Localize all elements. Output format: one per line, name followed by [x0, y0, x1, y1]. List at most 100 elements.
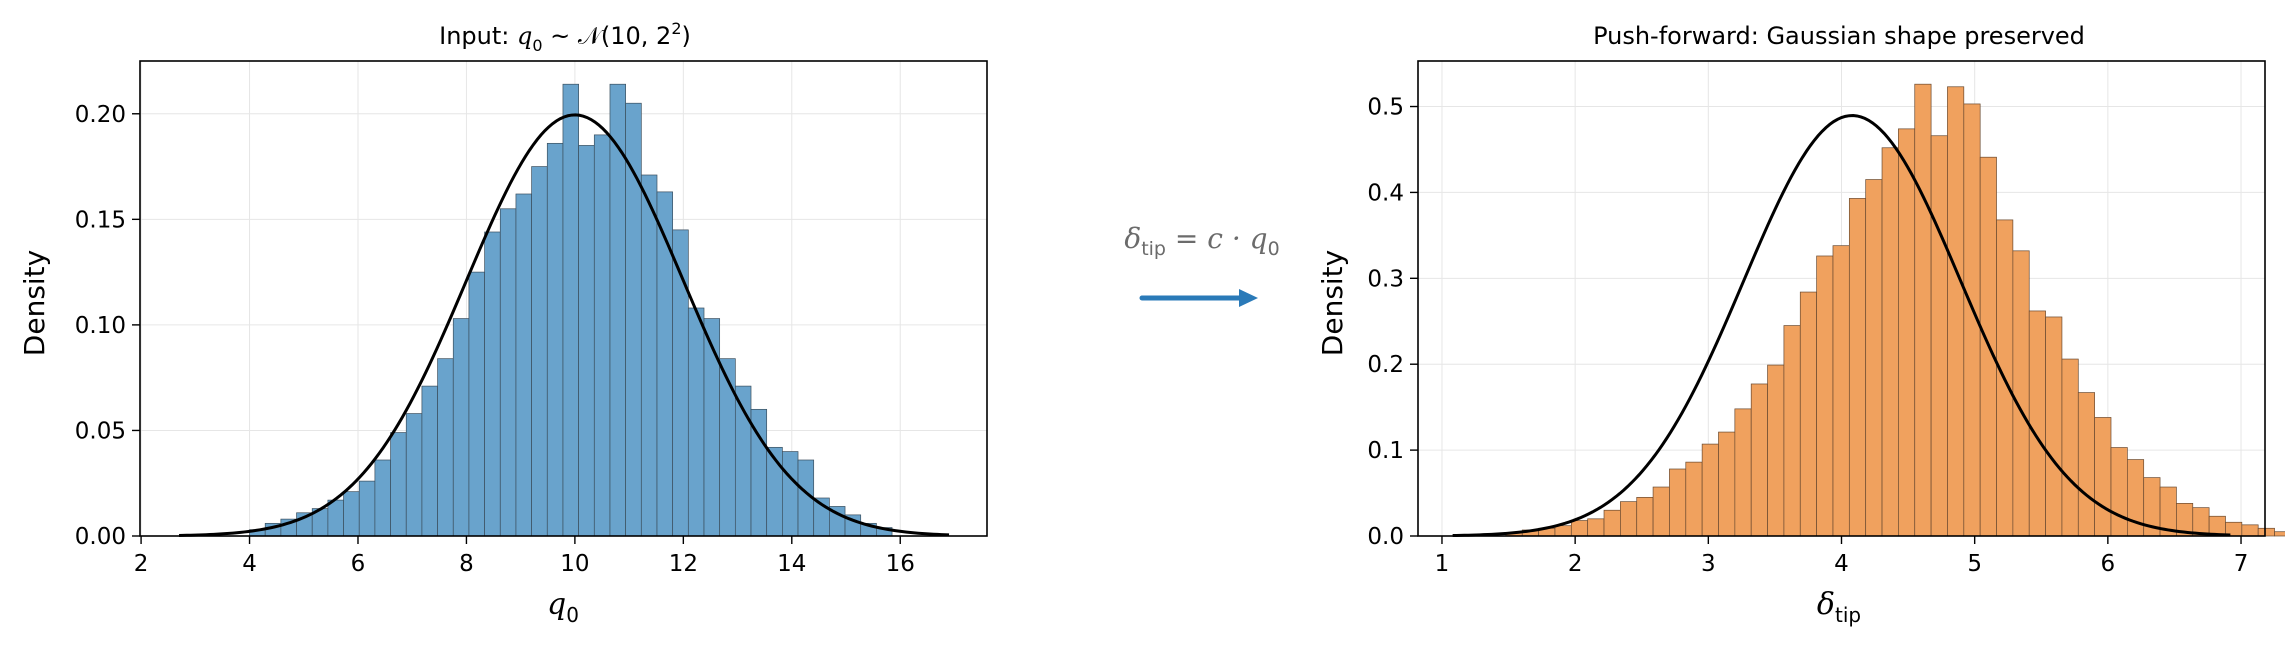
- pushforward-histogram-bar: [1620, 501, 1638, 537]
- pushforward-y-tick-label: 0.4: [1367, 180, 1404, 206]
- pushforward-histogram-bar: [2012, 250, 2030, 537]
- input-x-axis-label: q0: [547, 587, 579, 627]
- input-histogram-bar: [499, 208, 517, 537]
- pushforward-histogram-bar: [1718, 431, 1736, 537]
- input-x-tick-label: 12: [669, 551, 698, 577]
- transform-equation-label: δtip = c · q0: [1124, 222, 1279, 260]
- pushforward-histogram-bar: [1799, 291, 1817, 537]
- transform-arrowhead-icon: [1239, 289, 1258, 307]
- pushforward-histogram-bar: [2028, 310, 2046, 537]
- pushforward-y-tick-label: 0.5: [1367, 95, 1404, 121]
- input-histogram-bars: [249, 83, 893, 537]
- pushforward-y-tick-label: 0.2: [1367, 352, 1404, 378]
- input-histogram-bar: [390, 432, 407, 537]
- input-histogram-bar: [719, 358, 736, 537]
- pushforward-x-tick-label: 3: [1701, 551, 1716, 577]
- input-histogram-bar: [374, 459, 391, 537]
- pushforward-x-tick-label: 7: [2234, 551, 2249, 577]
- pushforward-histogram-bar: [1587, 518, 1605, 537]
- input-histogram-bar: [343, 491, 360, 537]
- input-x-tick-label: 10: [560, 551, 589, 577]
- input-histogram-bar: [531, 166, 548, 537]
- pushforward-histogram-bar: [1848, 198, 1867, 537]
- pushforward-histogram-bar: [1898, 128, 1916, 537]
- pushforward-histogram-bar: [2257, 527, 2275, 537]
- pushforward-histogram-chart: 1 2 3 4 5 6 7 0.0 0.1 0.2 0.3 0.4 0.5 Push-forward:…: [1316, 22, 2285, 627]
- input-y-ticks: 0.00 0.05 0.10 0.15 0.20: [75, 102, 140, 550]
- input-histogram-bar: [782, 451, 799, 537]
- pushforward-y-tick-label: 0.0: [1367, 524, 1404, 550]
- pushforward-histogram-bar: [1685, 461, 1703, 537]
- input-histogram-bar: [484, 231, 501, 537]
- input-histogram-bar: [468, 271, 485, 537]
- pushforward-histogram-bar: [1570, 520, 1589, 537]
- pushforward-histogram-bar: [1734, 408, 1752, 537]
- input-histogram-bar: [562, 83, 579, 537]
- input-x-tick-label: 6: [351, 551, 366, 577]
- input-density-curve: [179, 113, 950, 537]
- input-y-tick-label: 0.05: [75, 418, 126, 444]
- input-y-axis-label: Density: [18, 250, 51, 356]
- pushforward-histogram-bar: [1783, 325, 1801, 537]
- pushforward-x-tick-label: 2: [1568, 551, 1583, 577]
- pushforward-histogram-bar: [2094, 417, 2112, 537]
- pushforward-histogram-bar: [2077, 392, 2095, 537]
- input-histogram-chart: 2 4 6 8 10 12 14 16 0.00 0.05 0.10 0.15 0.20 Input:…: [18, 19, 988, 627]
- input-histogram-bar: [687, 307, 705, 537]
- pushforward-chart-title: Push-forward: Gaussian shape preserved: [1593, 22, 2085, 50]
- input-histogram-bar: [703, 318, 721, 537]
- input-histogram-bar: [515, 193, 532, 537]
- pushforward-histogram-bar: [1636, 496, 1654, 537]
- pushforward-histogram-bar: [1881, 147, 1899, 537]
- pushforward-histogram-bar: [1865, 179, 1883, 537]
- pushforward-y-tick-label: 0.3: [1367, 266, 1404, 292]
- pushforward-x-tick-label: 6: [2101, 551, 2116, 577]
- input-histogram-bar: [546, 142, 564, 537]
- input-histogram-bar: [593, 134, 611, 537]
- pushforward-histogram-bar: [2045, 316, 2063, 537]
- input-x-tick-label: 14: [777, 551, 806, 577]
- pushforward-histogram-bar: [1767, 364, 1785, 537]
- input-x-tick-label: 8: [459, 551, 474, 577]
- pushforward-y-ticks: 0.0 0.1 0.2 0.3 0.4 0.5: [1367, 95, 1418, 550]
- input-plot-frame: [139, 60, 988, 537]
- input-x-ticks: 2 4 6 8 10 12 14 16: [134, 536, 915, 577]
- pushforward-x-tick-label: 4: [1834, 551, 1849, 577]
- input-histogram-bar: [625, 102, 642, 537]
- input-x-tick-label: 2: [134, 551, 149, 577]
- pushforward-histogram-bar: [2110, 447, 2128, 537]
- pushforward-histogram-bar: [1701, 443, 1719, 537]
- input-histogram-bar: [656, 191, 674, 537]
- transform-arrow-annotation: δtip = c · q0: [1124, 222, 1280, 307]
- pushforward-density-curve: [1452, 114, 2231, 538]
- pushforward-histogram-bar: [1652, 486, 1670, 537]
- pushforward-histogram-bar: [1554, 525, 1572, 537]
- pushforward-x-ticks: 1 2 3 4 5 6 7: [1435, 536, 2249, 577]
- input-histogram-bar: [437, 358, 454, 537]
- pushforward-histogram-bar: [1947, 86, 1965, 537]
- input-histogram-bar: [405, 413, 423, 537]
- pushforward-histogram-bars: [1505, 83, 2285, 537]
- input-histogram-bar: [640, 174, 658, 537]
- pushforward-histogram-bar: [1832, 245, 1850, 537]
- pushforward-histogram-bar: [2241, 524, 2259, 537]
- pushforward-histogram-bar: [2061, 358, 2079, 537]
- pushforward-histogram-bar: [1603, 509, 1621, 537]
- pushforward-histogram-bar: [2274, 531, 2285, 537]
- pushforward-x-tick-label: 1: [1435, 551, 1450, 577]
- pushforward-x-tick-label: 5: [1967, 551, 1982, 577]
- input-histogram-bar: [609, 83, 626, 537]
- pushforward-x-axis-label: δtip: [1817, 587, 1861, 627]
- input-histogram-bar: [452, 318, 470, 537]
- input-chart-title: Input: q0 ~ 𝒩(10, 22): [439, 19, 691, 55]
- pushforward-histogram-bar: [1669, 468, 1687, 537]
- input-histogram-bar: [578, 145, 595, 537]
- pushforward-histogram-bar: [1914, 83, 1932, 537]
- input-histogram-bar: [327, 499, 344, 537]
- pushforward-y-axis-label: Density: [1316, 250, 1349, 356]
- pushforward-histogram-bar: [1750, 383, 1768, 537]
- pushforward-histogram-bar: [1930, 135, 1948, 537]
- input-histogram-bar: [358, 480, 376, 537]
- pushforward-histogram-bar: [1816, 255, 1834, 537]
